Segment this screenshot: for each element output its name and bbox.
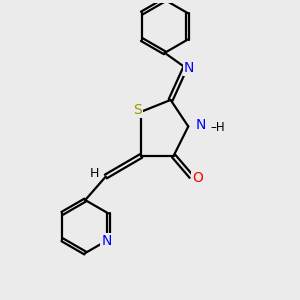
Text: H: H — [90, 167, 99, 180]
Text: N: N — [184, 61, 194, 75]
Text: O: O — [192, 171, 203, 185]
Text: –H: –H — [210, 121, 225, 134]
Text: N: N — [196, 118, 206, 132]
Text: N: N — [101, 234, 112, 248]
Text: S: S — [133, 103, 142, 117]
